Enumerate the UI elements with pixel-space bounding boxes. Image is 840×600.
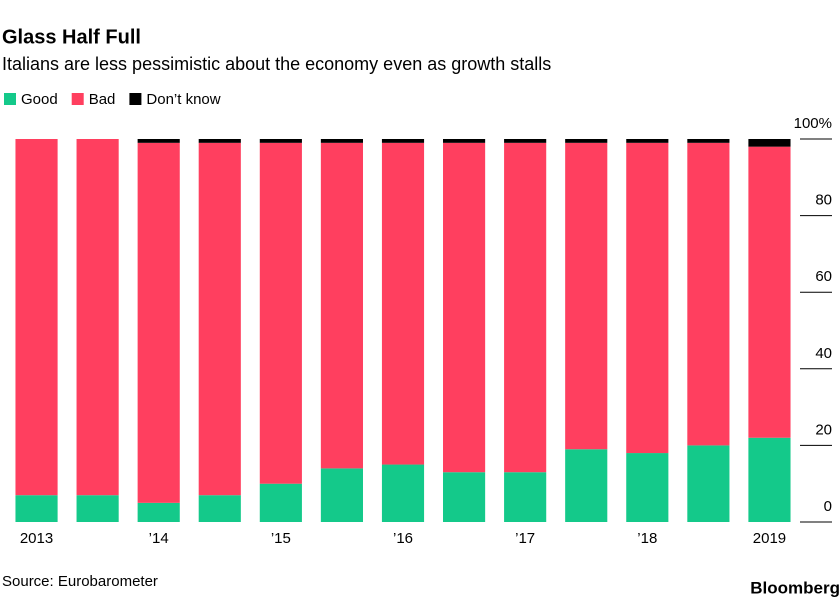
y-tick-label: 0 [824, 498, 832, 515]
legend-swatch [4, 93, 16, 105]
y-tick-label: 100% [794, 115, 832, 132]
bar-segment [381, 464, 425, 522]
bar-segment [748, 146, 791, 438]
bar-segment [320, 468, 363, 522]
bar-segment [15, 495, 58, 522]
bar-segment [504, 139, 547, 143]
x-tick-label: 2019 [753, 530, 786, 547]
bar-segment [320, 142, 363, 469]
bar-segment [198, 142, 241, 496]
x-tick-label: ’17 [515, 530, 535, 547]
bar-segment [626, 453, 669, 522]
y-tick-label: 40 [815, 345, 832, 362]
bar-segment [381, 142, 425, 465]
y-tick-label: 80 [815, 192, 832, 209]
bar-segment [626, 142, 669, 454]
bar-segment [76, 139, 119, 496]
bar-segment [626, 139, 669, 143]
bar-segment [320, 139, 363, 143]
bar-segment [15, 139, 58, 496]
x-tick-label: ’16 [393, 530, 413, 547]
bar-segment [137, 502, 180, 522]
bar-segment [565, 449, 608, 522]
bar-segment [443, 472, 486, 522]
bar-segment [687, 445, 730, 522]
bar-segment [565, 142, 608, 450]
bar-segment [504, 142, 547, 473]
legend-swatch [129, 93, 142, 105]
bar-segment [381, 139, 425, 143]
bar-segment [259, 142, 302, 484]
brand: Bloomberg [750, 578, 840, 597]
y-tick-label: 60 [815, 268, 832, 285]
bar-segment [198, 139, 241, 143]
bar-segment [259, 483, 302, 522]
legend-label: Bad [89, 91, 116, 108]
bar-segment [76, 495, 119, 522]
bar-segment [443, 139, 486, 143]
bar-segment [259, 139, 302, 143]
x-tick-label: ’18 [637, 530, 657, 547]
bar-segment [687, 142, 730, 446]
legend-label: Good [21, 91, 58, 108]
x-tick-label: ’15 [271, 530, 291, 547]
bar-segment [198, 495, 241, 522]
bar-segment [137, 142, 180, 503]
bar-segment [748, 437, 791, 522]
source: Source: Eurobarometer [2, 573, 158, 590]
legend-swatch [71, 93, 84, 105]
bar-segment [443, 142, 486, 473]
bar-segment [504, 472, 547, 522]
chart-title: Glass Half Full [2, 26, 141, 48]
bar-segment [137, 139, 180, 143]
bar-segment [565, 139, 608, 143]
x-tick-label: ’14 [149, 530, 169, 547]
x-tick-label: 2013 [20, 530, 53, 547]
bar-segment [687, 139, 730, 143]
legend-label: Don’t know [146, 91, 220, 108]
bar-segment [748, 139, 791, 147]
chart-subtitle: Italians are less pessimistic about the … [2, 54, 551, 74]
y-tick-label: 20 [815, 421, 832, 438]
